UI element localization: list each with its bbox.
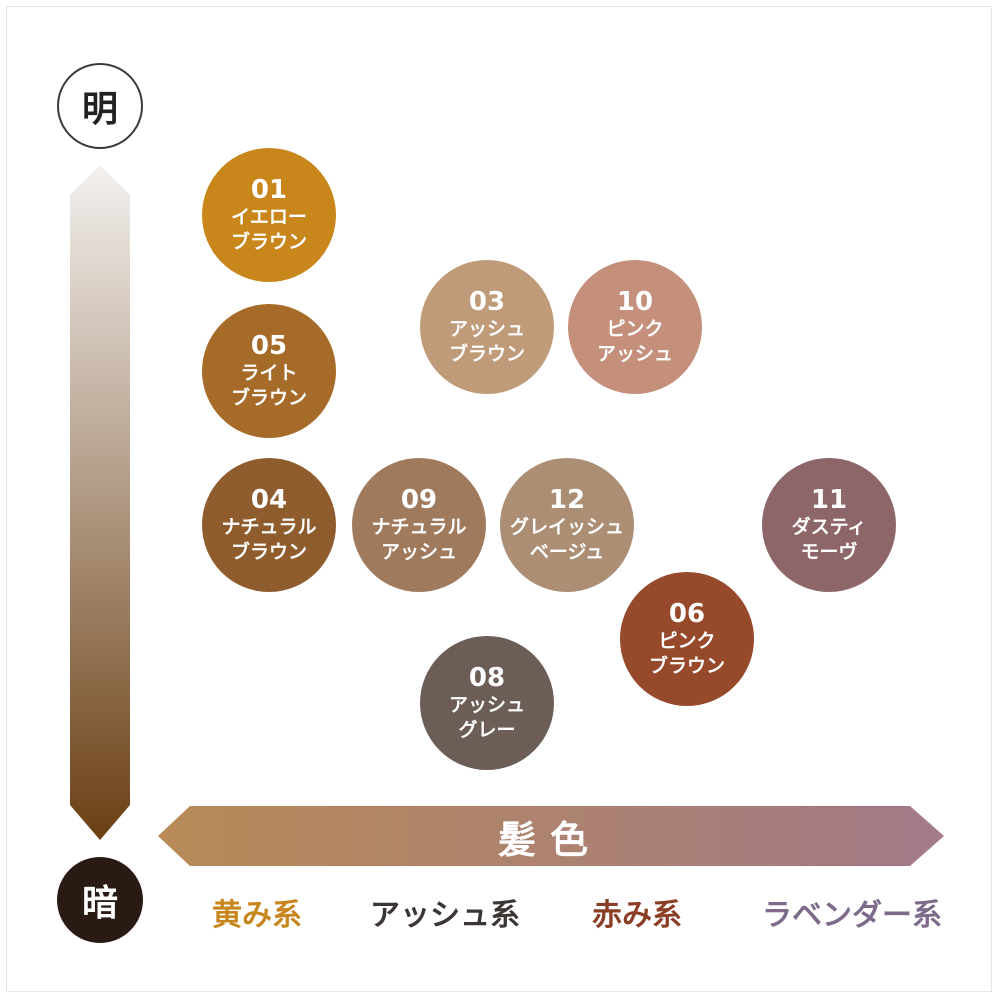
category-ash: アッシュ系 [370, 898, 520, 933]
swatch-name-line2: ブラウン [230, 541, 307, 563]
swatch-name-line1: ピンク [658, 630, 716, 652]
swatch-06[interactable]: 06 ピンク ブラウン [620, 572, 754, 706]
swatch-name-line2: アッシュ [596, 343, 673, 365]
category-lavender: ラベンダー系 [762, 898, 942, 933]
swatch-number: 04 [250, 485, 288, 515]
swatch-number: 08 [468, 663, 506, 693]
swatch-10[interactable]: 10 ピンク アッシュ [568, 260, 702, 394]
swatch-name-line1: ダスティ [791, 516, 867, 538]
swatch-name-line2: アッシュ [380, 541, 457, 563]
swatch-name-line2: ブラウン [230, 231, 307, 253]
swatch-12[interactable]: 12 グレイッシュ ベージュ [500, 458, 634, 592]
hair-color-arrow [158, 806, 944, 866]
swatch-number: 01 [250, 175, 288, 205]
swatch-number: 09 [400, 485, 438, 515]
dark-label: 暗 [57, 857, 143, 943]
swatch-name-line2: ブラウン [448, 343, 525, 365]
category-yellow: 黄み系 [212, 898, 302, 933]
swatch-name-line1: イエロー [231, 206, 307, 228]
swatch-01[interactable]: 01 イエロー ブラウン [202, 148, 336, 282]
swatch-11[interactable]: 11 ダスティ モーヴ [762, 458, 896, 592]
hair-color-label: 髪色 [497, 817, 602, 862]
swatch-name-line2: モーヴ [800, 541, 858, 563]
swatch-03[interactable]: 03 アッシュ ブラウン [420, 260, 554, 394]
brightness-arrow [70, 165, 130, 840]
swatch-name-line1: ライト [240, 362, 298, 384]
swatch-name-line1: アッシュ [448, 318, 525, 340]
swatch-name-line2: ベージュ [529, 541, 605, 563]
light-label: 明 [57, 63, 143, 149]
swatch-name-line2: グレー [458, 719, 516, 741]
swatch-04[interactable]: 04 ナチュラル ブラウン [202, 458, 336, 592]
swatch-number: 10 [616, 287, 654, 317]
swatch-name-line1: アッシュ [448, 694, 525, 716]
swatch-09[interactable]: 09 ナチュラル アッシュ [352, 458, 486, 592]
category-red: 赤み系 [592, 898, 682, 933]
swatch-08[interactable]: 08 アッシュ グレー [420, 636, 554, 770]
swatch-05[interactable]: 05 ライト ブラウン [202, 304, 336, 438]
swatch-name-line2: ブラウン [648, 655, 725, 677]
swatch-name-line1: ナチュラル [221, 516, 317, 538]
swatch-name-line1: グレイッシュ [509, 516, 624, 538]
swatch-number: 12 [548, 485, 586, 515]
swatch-number: 06 [668, 599, 706, 629]
swatch-name-line1: ナチュラル [371, 516, 467, 538]
frame-border [6, 6, 992, 992]
swatch-name-line1: ピンク [606, 318, 664, 340]
swatch-number: 11 [810, 485, 848, 515]
swatch-number: 05 [250, 331, 288, 361]
swatch-number: 03 [468, 287, 506, 317]
swatch-name-line2: ブラウン [230, 387, 307, 409]
